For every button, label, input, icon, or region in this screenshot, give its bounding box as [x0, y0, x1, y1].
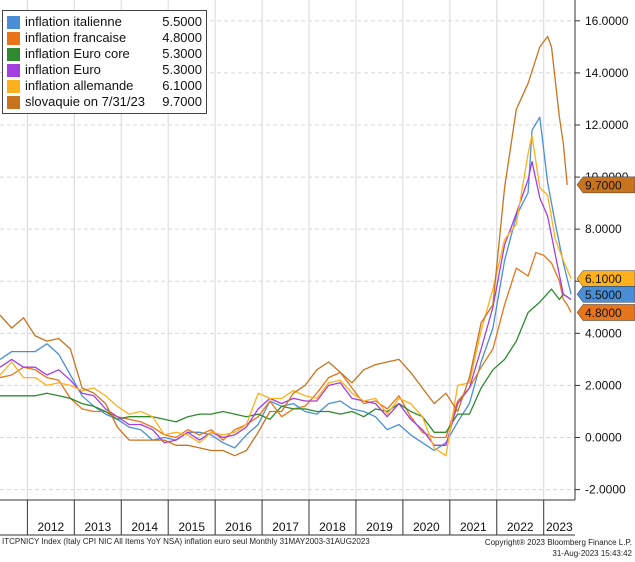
- value-marker-label: 4.8000: [585, 306, 622, 320]
- legend-label: inflation francaise: [25, 30, 127, 45]
- legend-swatch: [7, 31, 20, 45]
- value-marker: 4.8000: [576, 304, 635, 321]
- legend-value: 5.5000: [162, 14, 202, 29]
- legend-value: 6.1000: [162, 78, 202, 93]
- y-tick-label: 12.0000: [585, 118, 629, 132]
- series-line-1: [0, 251, 572, 441]
- value-marker: 5.5000: [576, 286, 635, 303]
- value-marker-box: [576, 286, 635, 303]
- value-marker-label: 6.1000: [585, 272, 622, 286]
- series-lines: [0, 35, 572, 457]
- legend-label: inflation italienne: [25, 14, 122, 29]
- legend-item: inflation allemande 6.1000: [7, 78, 202, 94]
- x-tick-label: 2015: [178, 520, 205, 534]
- axes: 2012 2013 2014 2015 2016 2017 2018 2019 2020 2021…: [0, 0, 629, 536]
- y-tick-label: -2.0000: [585, 483, 626, 497]
- legend-label: inflation Euro: [25, 62, 101, 77]
- x-tick-label: 2023: [546, 520, 573, 534]
- legend-item: inflation Euro 5.3000: [7, 62, 202, 78]
- value-marker-label: 5.5000: [585, 288, 622, 302]
- legend: inflation italienne 5.5000 inflation franc…: [2, 10, 207, 114]
- value-marker: 6.1000: [576, 270, 635, 287]
- legend-label: inflation allemande: [25, 78, 134, 93]
- x-tick-label: 2012: [37, 520, 64, 534]
- x-tick-label: 2017: [272, 520, 299, 534]
- value-marker: 9.7000: [576, 176, 635, 194]
- y-tick-label: 8.0000: [585, 222, 622, 236]
- x-tick-label: 2020: [413, 520, 440, 534]
- legend-swatch: [7, 95, 20, 109]
- legend-swatch: [7, 63, 20, 77]
- y-tick-label: 14.0000: [585, 66, 629, 80]
- legend-value: 4.8000: [162, 30, 202, 45]
- series-line-0: [0, 116, 572, 452]
- value-marker-box: [576, 176, 635, 194]
- legend-value: 5.3000: [162, 62, 202, 77]
- x-tick-label: 2018: [319, 520, 346, 534]
- copyright-line: Copyright® 2023 Bloomberg Finance L.P.: [484, 538, 632, 547]
- timestamp: 31-Aug-2023 15:43:42: [552, 549, 632, 558]
- legend-swatch: [7, 47, 20, 61]
- series-line-3: [0, 160, 572, 446]
- y-tick-label: 0.0000: [585, 431, 622, 445]
- legend-value: 9.7000: [162, 94, 202, 109]
- value-marker-box: [576, 304, 635, 321]
- legend-item: inflation Euro core 5.3000: [7, 46, 202, 62]
- x-tick-label: 2022: [507, 520, 534, 534]
- x-tick-label: 2016: [225, 520, 252, 534]
- legend-swatch: [7, 79, 20, 93]
- y-tick-label: 16.0000: [585, 14, 629, 28]
- legend-label: inflation Euro core: [25, 46, 130, 61]
- y-tick-label: 4.0000: [585, 326, 622, 340]
- legend-swatch: [7, 15, 20, 29]
- value-marker-label: 9.7000: [585, 178, 622, 192]
- legend-item: inflation francaise 4.8000: [7, 30, 202, 46]
- series-line-5: [0, 35, 568, 457]
- legend-label: slovaquie on 7/31/23: [25, 94, 145, 109]
- source-note: ITCPNICY Index (Italy CPI NIC All Items …: [2, 537, 370, 546]
- legend-item: inflation italienne 5.5000: [7, 14, 202, 30]
- y-tick-label: 2.0000: [585, 378, 622, 392]
- x-tick-label: 2019: [366, 520, 393, 534]
- series-line-4: [0, 134, 572, 457]
- series-line-2: [0, 288, 572, 433]
- value-marker-box: [576, 270, 635, 287]
- x-tick-label: 2014: [131, 520, 158, 534]
- x-tick-label: 2021: [460, 520, 487, 534]
- gridlines: [0, 0, 575, 500]
- value-markers: 9.7000 6.1000 5.5000 4.8000: [576, 176, 635, 321]
- legend-value: 5.3000: [162, 46, 202, 61]
- copyright-note: Copyright® 2023 Bloomberg Finance L.P. 3…: [485, 537, 632, 559]
- x-tick-label: 2013: [84, 520, 111, 534]
- legend-item: slovaquie on 7/31/23 9.7000: [7, 94, 202, 110]
